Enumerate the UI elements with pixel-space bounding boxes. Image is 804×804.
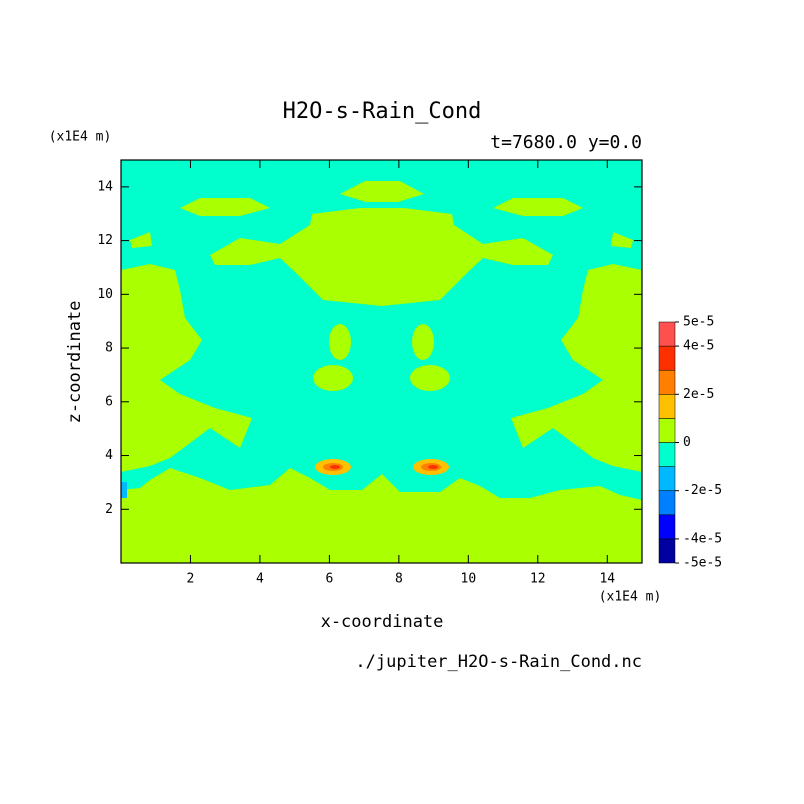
- contour-region: [180, 198, 270, 216]
- contour-region: [210, 208, 553, 306]
- source-file: ./jupiter_H2O-s-Rain_Cond.nc: [355, 652, 642, 672]
- contour-region: [329, 324, 351, 360]
- colorbar-band: [658, 466, 676, 491]
- contour-region: [330, 465, 340, 469]
- plot-frame: [120, 159, 643, 564]
- colorbar-band: [658, 418, 676, 443]
- colorbar-band: [658, 514, 676, 540]
- y-tick-label: 12: [97, 233, 113, 248]
- contour-region: [412, 324, 434, 360]
- contour-region: [340, 181, 424, 202]
- chart-subtitle: t=7680.0 y=0.0: [490, 132, 642, 153]
- colorbar-band: [658, 490, 676, 516]
- contour-region: [493, 198, 583, 216]
- x-tick-label: 14: [599, 572, 615, 587]
- colorbar-label: -4e-5: [683, 531, 722, 546]
- x-tick-label: 4: [256, 572, 264, 587]
- colorbar-band: [658, 538, 676, 564]
- colorbar-label: -5e-5: [683, 556, 722, 571]
- colorbar-band: [658, 321, 676, 347]
- y-tick-label: 14: [97, 179, 113, 194]
- colorbar-label: 2e-5: [683, 387, 714, 402]
- x-tick-label: 8: [395, 572, 403, 587]
- colorbar-band: [658, 442, 676, 467]
- contour-region: [121, 264, 252, 472]
- colorbar-label: 4e-5: [683, 339, 714, 354]
- colorbar-band: [658, 394, 676, 419]
- y-axis-label: z-coordinate: [65, 301, 85, 424]
- y-tick-label: 6: [105, 394, 113, 409]
- contour-region: [428, 465, 438, 469]
- contour-region: [313, 365, 353, 391]
- x-tick-label: 6: [325, 572, 333, 587]
- y-tick-label: 8: [105, 341, 113, 356]
- chart-title: H2O-s-Rain_Cond: [283, 99, 482, 124]
- colorbar-label: -2e-5: [683, 483, 722, 498]
- colorbar-label: 0: [683, 435, 691, 450]
- contour-region: [130, 232, 152, 248]
- x-unit: (x1E4 m): [599, 590, 662, 605]
- contour-region: [611, 232, 633, 248]
- x-tick-label: 12: [530, 572, 546, 587]
- y-tick-label: 4: [105, 448, 113, 463]
- colorbar-band: [658, 345, 676, 371]
- contour-region: [121, 482, 127, 498]
- colorbar-label: 5e-5: [683, 315, 714, 330]
- x-axis-label: x-coordinate: [321, 612, 444, 632]
- contour-region: [121, 468, 642, 563]
- y-tick-label: 10: [97, 287, 113, 302]
- contour-field: [121, 160, 642, 563]
- colorbar-band: [658, 369, 676, 395]
- y-unit: (x1E4 m): [49, 130, 112, 145]
- x-tick-label: 2: [187, 572, 195, 587]
- y-tick-label: 2: [105, 502, 113, 517]
- contour-region: [511, 264, 642, 472]
- x-tick-label: 10: [461, 572, 477, 587]
- contour-region: [410, 365, 450, 391]
